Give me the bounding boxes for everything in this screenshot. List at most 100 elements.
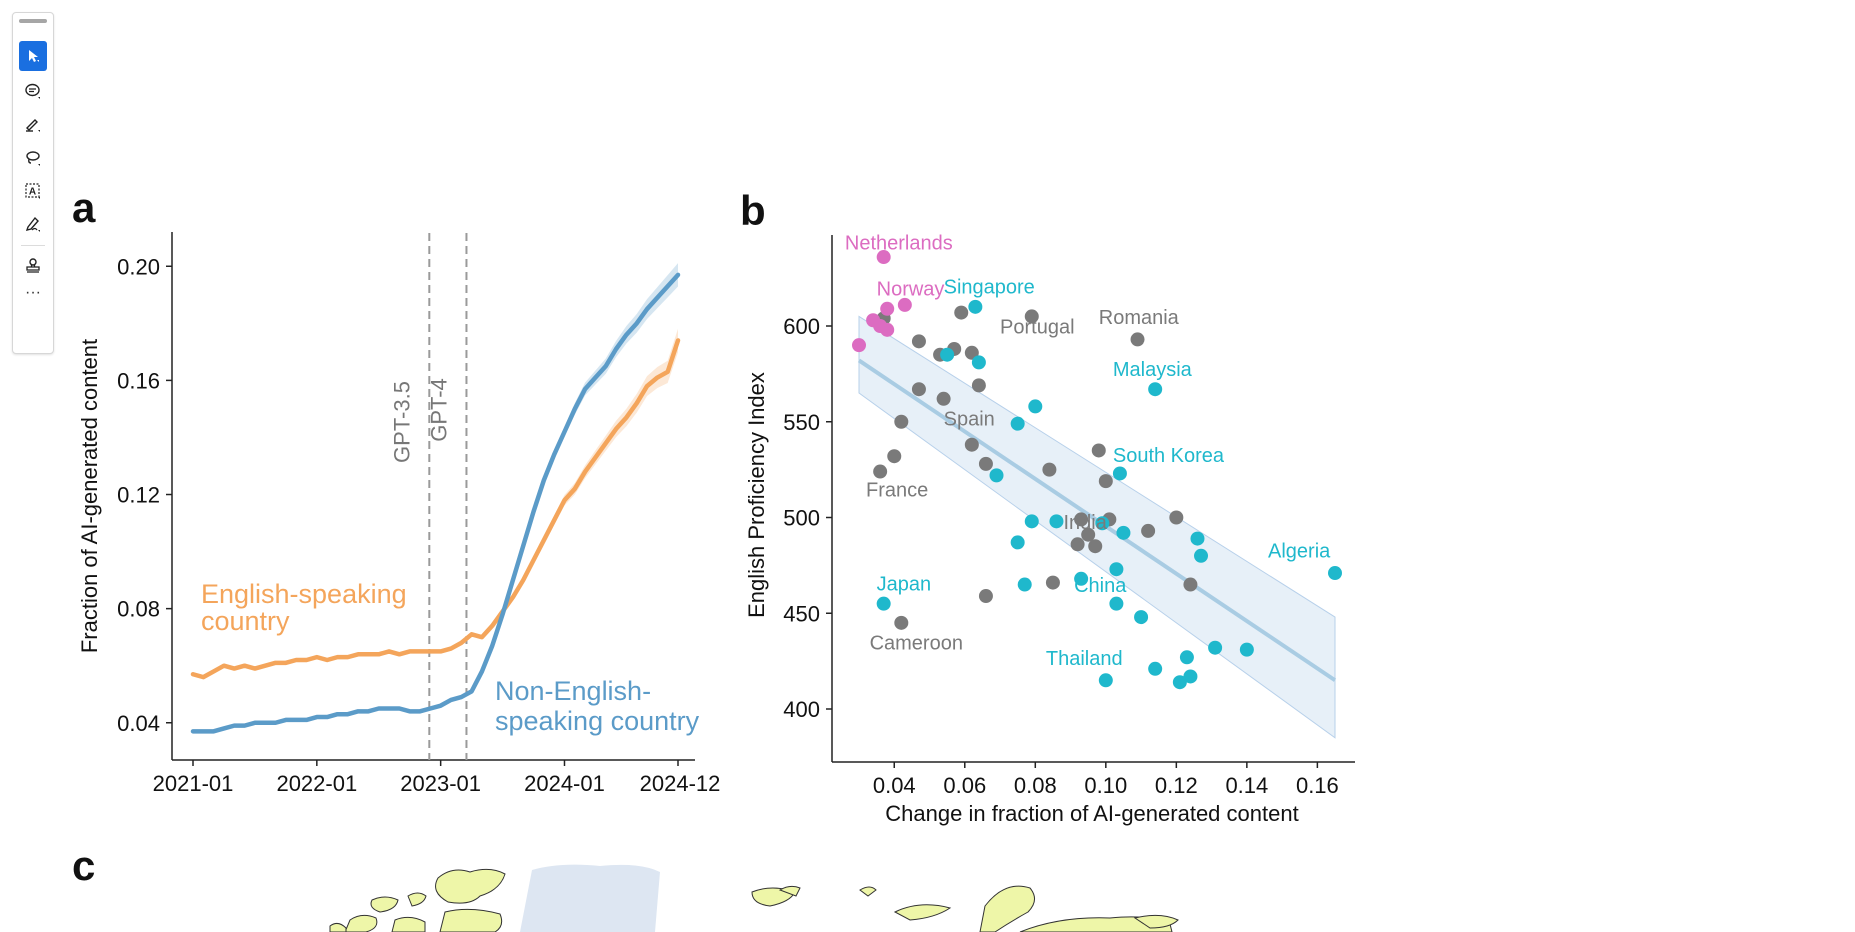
panel-b-country-point-cyan [1010, 535, 1025, 550]
panel-b-country-point-cyan [1024, 514, 1039, 529]
panel-a-release-label: GPT-4 [426, 378, 451, 442]
panel-a-x-tick-label: 2021-01 [153, 771, 234, 796]
panel-b-country-point-cyan [1095, 516, 1110, 531]
panel-a-y-tick-label: 0.20 [117, 254, 160, 279]
panel-b-x-tick-label: 0.16 [1296, 773, 1339, 798]
panel-a-y-tick-label: 0.12 [117, 483, 160, 508]
svg-text:A: A [29, 187, 36, 198]
panel-b-y-tick-label: 450 [783, 601, 820, 626]
panel-b-country-point-gray [971, 378, 986, 393]
panel-a-english-line [190, 338, 681, 680]
panel-c-world-map [329, 864, 1179, 932]
panel-b-country-point-cyan [1179, 650, 1194, 665]
panel-b-country-point-cyan [1049, 514, 1064, 529]
panel-b-country-point-gray [1074, 512, 1089, 527]
panel-b-country-point-gray [978, 456, 993, 471]
panel-b-country-point-gray [1169, 510, 1184, 525]
panel-b-country-point-gray [964, 437, 979, 452]
panel-b-country-label: Singapore [944, 276, 1035, 298]
panel-b-y-tick-label: 550 [783, 410, 820, 435]
panel-label-a: a [72, 184, 96, 231]
panel-b-y-tick-label: 500 [783, 506, 820, 531]
panel-b-y-tick-label: 400 [783, 697, 820, 722]
panel-a-english-label: English-speaking [201, 579, 407, 609]
panel-a-y-tick-label: 0.16 [117, 368, 160, 393]
panel-b-country-point-gray [1098, 474, 1113, 489]
panel-b-country-point-cyan [1116, 525, 1131, 540]
panel-b-country-label: Spain [944, 409, 995, 431]
panel-b-country-point-cyan [1328, 566, 1342, 581]
svalbard-island [778, 885, 801, 897]
panel-b-country-point-gray [978, 589, 993, 604]
stamp-icon[interactable] [19, 251, 47, 281]
panel-b-country-point-gray [1141, 523, 1156, 538]
siberia-shape-1 [979, 885, 1035, 932]
greenland-shape [520, 864, 660, 932]
select-arrow-icon[interactable] [19, 41, 47, 71]
panel-b-country-point-gray [1130, 332, 1145, 347]
panel-b-x-tick-label: 0.08 [1014, 773, 1057, 798]
panel-a-non-english-label: Non-English- [495, 676, 651, 706]
panel-a-y-axis-label: Fraction of AI-generated content [77, 339, 102, 653]
panel-b-country-point-gray [1042, 462, 1057, 477]
panel-label-b: b [740, 187, 766, 234]
panel-b-country-point-cyan [1098, 673, 1113, 688]
panel-b-country-label: Malaysia [1113, 359, 1193, 381]
siberia-shape-3 [1133, 914, 1179, 929]
arctic-island-5 [391, 916, 426, 932]
panel-b-country-point-cyan [1239, 642, 1254, 657]
panel-b-country-point-cyan [1194, 548, 1209, 563]
panel-a-non-english-confidence-band [193, 263, 678, 734]
panel-b-country-point-cyan [1112, 466, 1127, 481]
panel-b-country-label: South Korea [1113, 445, 1225, 467]
panel-b-country-label: France [866, 479, 928, 501]
annotation-toolbar: A ··· [12, 12, 54, 354]
panel-b-country-point-gray [1091, 443, 1106, 458]
panel-b-country-label: Cameroon [870, 633, 963, 655]
panel-b-country-label: Portugal [1000, 317, 1075, 339]
toolbar-separator [21, 245, 45, 246]
arctic-island-7 [439, 908, 503, 932]
panel-a-y-tick-label: 0.08 [117, 597, 160, 622]
panel-a-english-label: country [201, 606, 290, 636]
panel-b-country-point-cyan [1148, 661, 1163, 676]
panel-a-release-label: GPT-3.5 [389, 381, 414, 463]
panel-b-country-point-pink [880, 322, 895, 337]
sign-pen-icon[interactable] [19, 209, 47, 239]
panel-a-x-tick-label: 2022-01 [276, 771, 357, 796]
panel-b-country-point-pink [852, 338, 866, 353]
panel-b-scatter-chart: English Proficiency Index Change in frac… [744, 232, 1355, 826]
panel-b-country-point-cyan [876, 596, 891, 611]
panel-b-country-point-cyan [1109, 596, 1124, 611]
panel-b-country-label: Romania [1099, 307, 1180, 329]
franz-josef-island [859, 886, 877, 897]
panel-b-country-point-cyan [1208, 640, 1223, 655]
panel-a-non-english-label: speaking country [495, 706, 700, 736]
arctic-island-4 [344, 914, 378, 932]
panel-b-country-label: Norway [877, 278, 945, 300]
panel-b-country-label: India [1064, 512, 1108, 534]
panel-b-x-tick-label: 0.14 [1225, 773, 1268, 798]
novaya-zemlya-shape [893, 904, 952, 921]
comment-icon[interactable] [19, 76, 47, 106]
panel-b-country-point-gray [887, 449, 902, 464]
panel-b-country-point-gray [936, 391, 951, 406]
highlight-pen-icon[interactable] [19, 109, 47, 139]
panel-a-line-chart: Fraction of AI-generated content 0.04 0.0… [77, 232, 720, 796]
panel-b-x-tick-label: 0.10 [1084, 773, 1127, 798]
panel-b-country-point-cyan [968, 299, 983, 314]
lasso-icon[interactable] [19, 143, 47, 173]
panel-b-country-point-gray [873, 464, 888, 479]
panel-a-x-tick-label: 2024-01 [524, 771, 605, 796]
panel-a-y-tick-label: 0.04 [117, 711, 160, 736]
more-tools-button[interactable]: ··· [25, 284, 41, 301]
panel-b-country-label: Thailand [1046, 648, 1123, 670]
panel-b-country-point-gray [1088, 539, 1103, 554]
toolbar-drag-handle[interactable] [19, 19, 47, 23]
panel-b-country-point-cyan [1134, 610, 1149, 625]
panel-b-x-tick-label: 0.06 [943, 773, 986, 798]
panel-b-x-axis-label: Change in fraction of AI-generated conte… [885, 801, 1298, 826]
text-box-icon[interactable]: A [19, 176, 47, 206]
panel-b-country-point-gray [964, 345, 979, 360]
